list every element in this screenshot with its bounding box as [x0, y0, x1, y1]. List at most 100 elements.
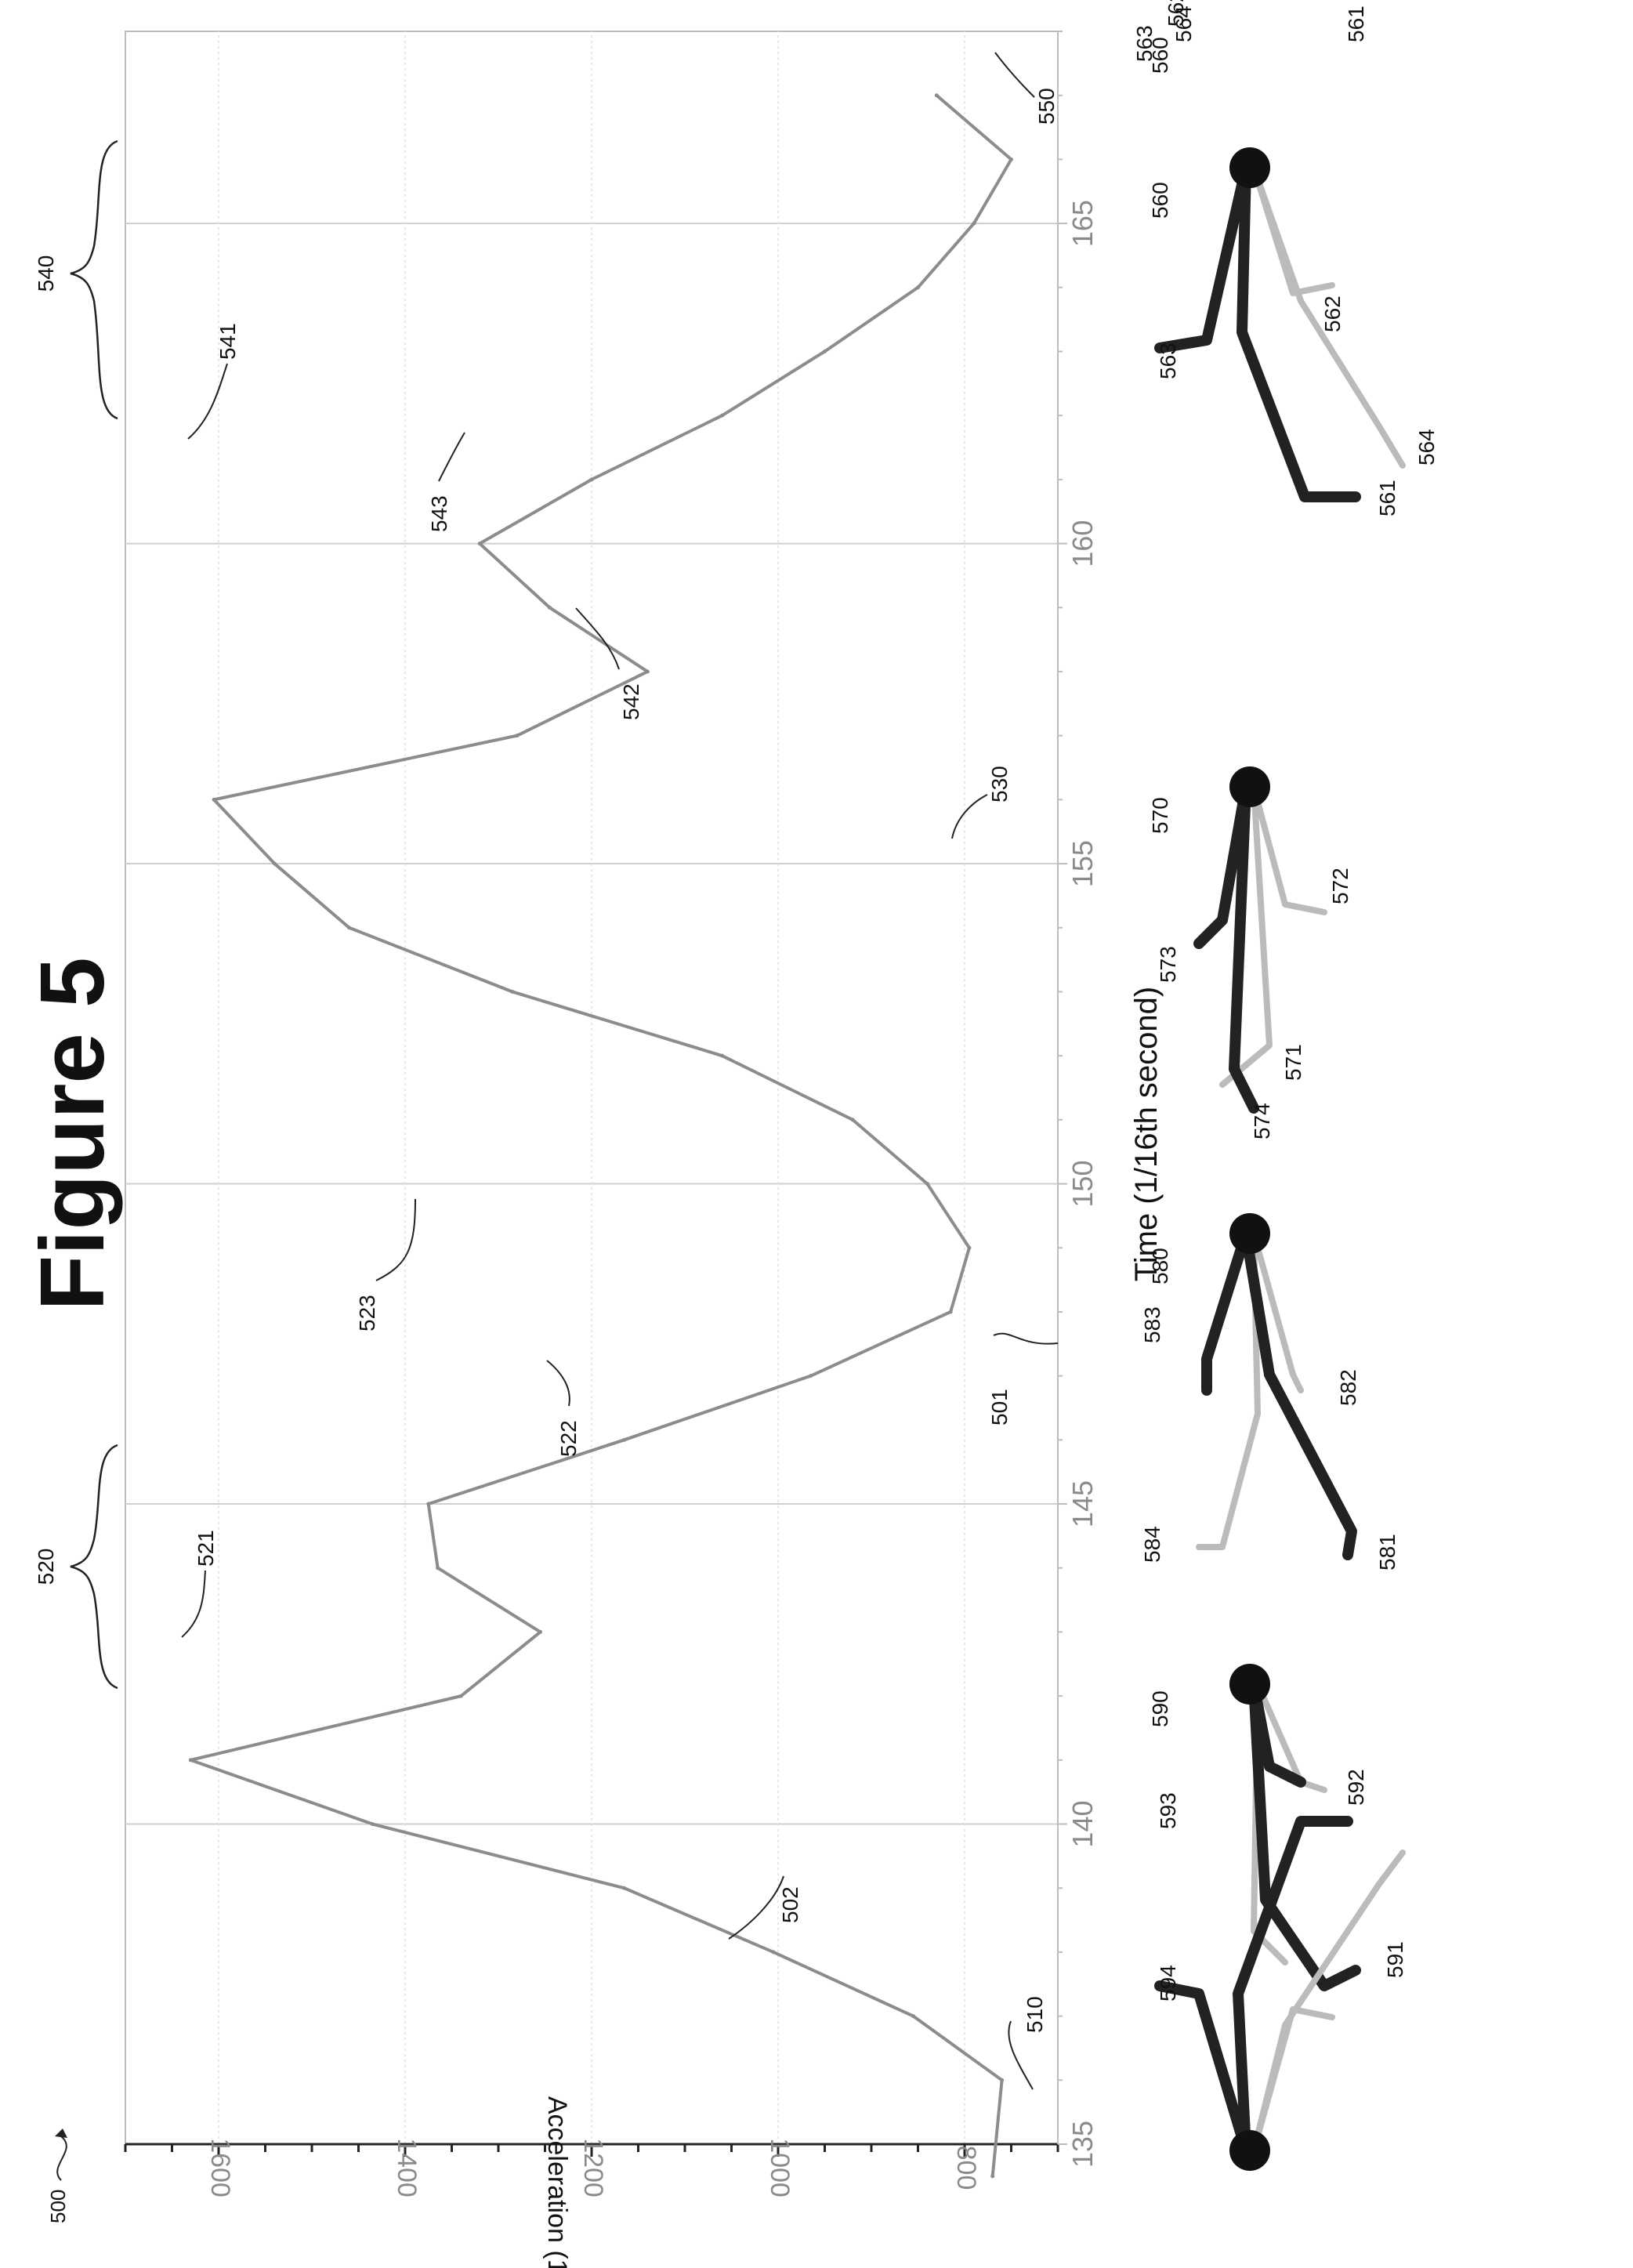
data-point-141: [188, 1758, 193, 1763]
callout-521-leader: [181, 1570, 206, 1638]
callout-510-leader: [1008, 2020, 1034, 2090]
figure-ref-500-arrow: [56, 2136, 67, 2181]
figure-ref-563-4: 563: [1132, 25, 1157, 62]
y-tick-label-1600: 1600: [205, 2138, 235, 2197]
data-point-139: [622, 1886, 627, 1890]
data-point-155: [272, 861, 277, 866]
callout-502: 502: [778, 1886, 802, 1923]
figure-ref-564-4: 564: [1171, 5, 1196, 42]
figure-ref-573-1: 573: [1156, 946, 1180, 983]
callout-530-leader: [951, 794, 988, 839]
figure-ref-500-arrowhead: [55, 2129, 67, 2138]
near-arm: [1248, 1679, 1306, 1788]
figure-ref-500: 500: [46, 2190, 70, 2223]
near-leg: [1233, 1816, 1353, 2156]
gridlines: [125, 31, 1058, 2145]
y-tick-label-800: 800: [951, 2146, 981, 2190]
series-group: [188, 93, 1013, 2179]
callout-501-leader: [993, 1332, 1059, 1345]
near-leg: [1240, 1228, 1357, 1560]
callout-543-leader: [438, 432, 465, 482]
figure-ref-560-4: 560: [1148, 37, 1172, 74]
callout-542: 542: [619, 683, 643, 720]
head: [1229, 147, 1270, 188]
data-point-142: [458, 1694, 463, 1698]
y-axis-label-group: Acceleration (1/1000thg): [542, 2096, 575, 2268]
callout-510: 510: [1023, 1996, 1047, 2033]
data-point-153: [510, 989, 515, 994]
callout-523-leader: [375, 1198, 416, 1281]
callout-501: 501: [987, 1389, 1012, 1426]
figure-ref-572-1: 572: [1328, 868, 1352, 904]
near-leg: [1248, 1679, 1361, 1991]
callout-540: 540: [34, 255, 58, 292]
figure-ref-590-3: 590: [1148, 1690, 1172, 1727]
figure-ref-583-2: 583: [1140, 1306, 1164, 1343]
callout-502-leader: [728, 1875, 784, 1940]
figure-ref-584-2: 584: [1140, 1526, 1164, 1563]
figure-title: Figure 5: [21, 957, 123, 1310]
x-tick-label-165: 165: [1066, 200, 1099, 247]
data-point-148: [948, 1310, 953, 1314]
figure-ref-574-1: 574: [1250, 1103, 1274, 1139]
x-tick-label-150: 150: [1066, 1161, 1099, 1208]
x-tick-label-135: 135: [1066, 2121, 1099, 2168]
data-point-156: [212, 797, 216, 802]
data-point-162: [720, 413, 725, 418]
data-point-138: [771, 1950, 776, 1955]
callout-550-leader: [994, 52, 1035, 98]
y-tick-label-1200: 1200: [578, 2138, 608, 2197]
figure-ref-563-0: 563: [1156, 342, 1180, 379]
data-point-137: [911, 2014, 916, 2019]
data-point-166: [1009, 157, 1013, 161]
stick-figure-570: [1193, 766, 1327, 1114]
callout-521: 521: [194, 1530, 218, 1567]
callout-530: 530: [987, 766, 1012, 802]
head: [1229, 1213, 1270, 1254]
figure-ref-562-0: 562: [1320, 295, 1345, 332]
data-point-151: [850, 1118, 855, 1122]
head: [1229, 766, 1270, 807]
callout-542-leader: [575, 607, 620, 670]
y-axis-label: Acceleration (1/1000thg): [542, 2096, 575, 2268]
x-tick-label-160: 160: [1066, 520, 1099, 567]
figure-ref-560-0: 560: [1148, 182, 1172, 219]
x-tick-label-140: 140: [1066, 1800, 1099, 1847]
brace-520: [70, 1444, 118, 1690]
data-point-165: [972, 221, 976, 226]
y-tick-label-group-1000: 1000: [765, 2138, 795, 2197]
far-arm: [1251, 784, 1327, 915]
data-point-140: [370, 1822, 375, 1827]
figure-ref-592-3: 592: [1344, 1769, 1368, 1806]
data-point-145: [426, 1502, 431, 1506]
figure-ref-564-0: 564: [1414, 429, 1439, 466]
data-point-136: [1000, 2078, 1005, 2082]
callout-522-leader: [546, 1360, 570, 1407]
figure-ref-580-2: 580: [1148, 1248, 1172, 1284]
x-axis-label: Time (1/16th second): [1129, 987, 1164, 1281]
far-arm: [1251, 165, 1335, 296]
data-point-149: [967, 1245, 972, 1250]
near-arm: [1154, 1980, 1251, 2156]
head: [1229, 1664, 1270, 1705]
x-tick-label-155: 155: [1066, 840, 1099, 887]
data-point-144: [436, 1566, 440, 1571]
callouts: 502 510 520 521 522 523 501 530 540 541 …: [34, 52, 1059, 2090]
data-point-164: [916, 285, 920, 290]
figure-ref-594-3: 594: [1156, 1965, 1180, 2002]
figure-ref-571-1: 571: [1281, 1044, 1305, 1081]
data-point-154: [347, 926, 352, 930]
y-tick-label-group-800: 800: [951, 2146, 981, 2190]
callout-543: 543: [427, 495, 451, 532]
figure-ref-582-2: 582: [1336, 1369, 1360, 1406]
head: [1229, 2130, 1270, 2171]
x-axis-ticks: 135 140 145 150 155 160 165: [1058, 31, 1099, 2168]
brace-540: [70, 139, 118, 420]
far-arm: [1251, 1230, 1304, 1393]
callout-523: 523: [355, 1295, 379, 1331]
figure-reference-labels: 560 561 562 563 564 570 571 572 573 574 580 581 582 5…: [1132, 0, 1439, 2002]
callout-550: 550: [1034, 88, 1059, 125]
plot-area: 800 1000 1200 1400 1600 135 140 145 150 155 160 16…: [124, 31, 1099, 2197]
stick-figure-560: [1154, 1816, 1406, 2171]
